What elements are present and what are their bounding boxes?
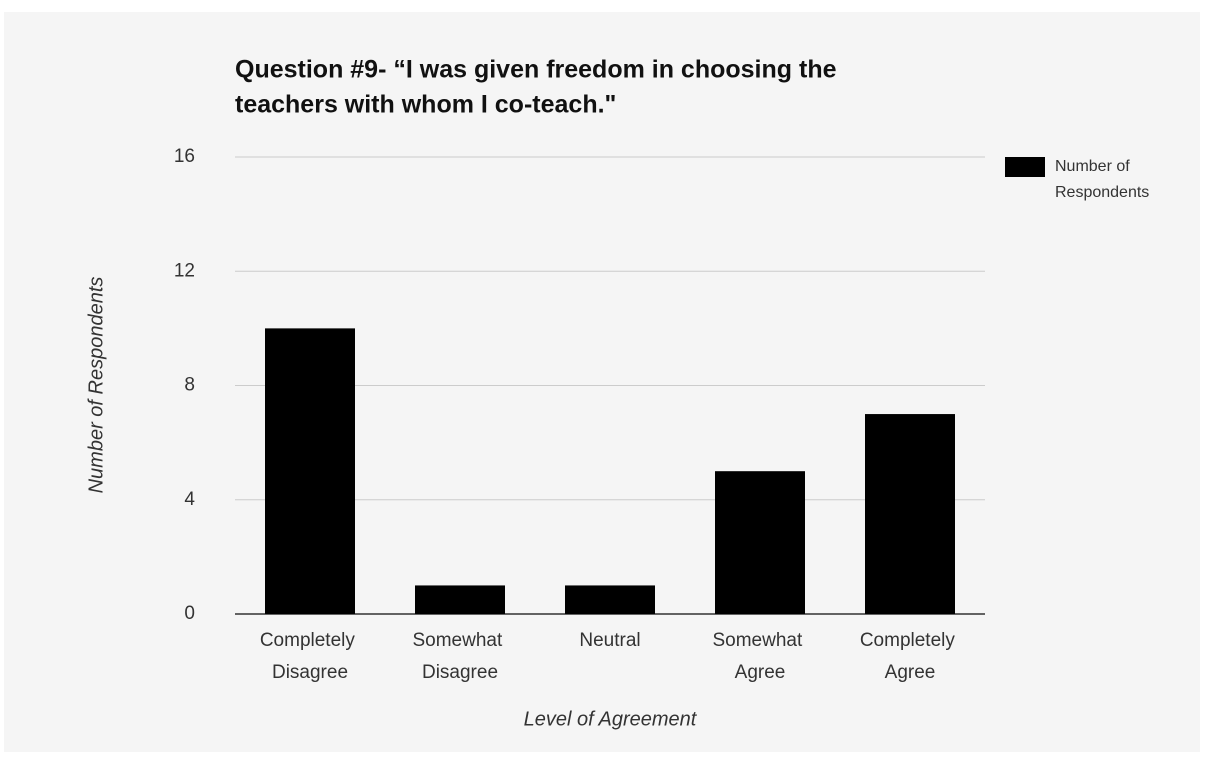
x-tick-label: Completely Agree	[860, 630, 960, 683]
x-tick-label: Somewhat Agree	[712, 630, 807, 683]
bar	[715, 471, 805, 614]
y-tick-label: 12	[174, 260, 195, 281]
y-tick-label: 0	[184, 603, 195, 624]
x-tick-label: Completely Disagree	[260, 630, 360, 683]
x-axis-label: Level of Agreement	[524, 708, 698, 730]
bar	[565, 585, 655, 614]
chart-background	[4, 12, 1200, 752]
bar	[865, 414, 955, 614]
x-tick-label: Neutral	[579, 630, 640, 651]
y-tick-label: 4	[184, 489, 195, 510]
x-tick-label: Somewhat Disagree	[412, 630, 507, 683]
chart-title: Question #9- “I was given freedom in cho…	[235, 56, 837, 84]
chart-title: teachers with whom I co-teach."	[235, 91, 616, 119]
legend-label: Number of Respondents	[1055, 158, 1149, 201]
y-axis-label: Number of Respondents	[85, 277, 107, 494]
y-tick-label: 16	[174, 146, 195, 167]
bar	[415, 585, 505, 614]
legend-swatch	[1005, 157, 1045, 177]
y-tick-label: 8	[184, 375, 195, 396]
bar	[265, 328, 355, 614]
